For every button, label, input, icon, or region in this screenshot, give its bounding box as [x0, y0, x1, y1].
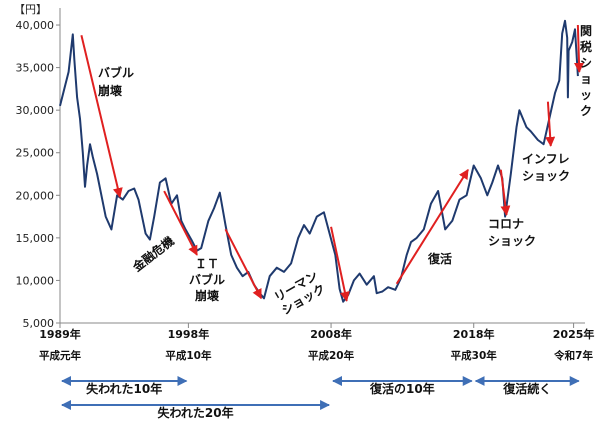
event-arrow: [574, 24, 585, 73]
y-tick-label: 5,000: [23, 317, 55, 330]
period-label: 失われた20年: [157, 405, 233, 420]
event-arrow: [499, 169, 511, 216]
x-era-label: 平成元年: [39, 349, 81, 362]
y-unit-label: 【円】: [14, 3, 47, 16]
event-arrow: [224, 228, 263, 300]
annotation-line: 崩壊: [195, 288, 220, 303]
annotation-line: ＩＴ: [195, 257, 219, 271]
annotation-line: 関: [580, 24, 592, 38]
series-lines: [59, 19, 579, 303]
x-tick-label: 1998年: [168, 327, 210, 341]
period-label: 復活の10年: [369, 381, 435, 396]
event-annotation: 復活: [427, 251, 452, 266]
annotation-line: 税: [580, 39, 592, 54]
y-axis: 5,000 10,000 15,000 20,000 25,000 30,000 35,00…: [16, 19, 60, 330]
y-tick-label: 40,000: [16, 19, 55, 32]
annotation-line: ショック: [488, 234, 536, 248]
annotation-line: インフレ: [522, 152, 570, 166]
x-era-label: 平成10年: [165, 349, 212, 362]
y-tick-label: 35,000: [16, 62, 55, 75]
annotation-line: ッ: [580, 88, 592, 102]
event-arrow: [80, 35, 123, 198]
y-tick-label: 25,000: [16, 147, 55, 160]
series-line-0: [59, 19, 579, 303]
x-era-label: 令和7年: [553, 349, 593, 362]
x-tick-label: 1989年: [39, 327, 81, 341]
annotation-line: ショック: [522, 169, 570, 183]
x-era-label: 平成20年: [308, 349, 355, 362]
annotation-line: ョ: [580, 72, 592, 86]
event-arrow: [163, 190, 198, 256]
annotation-line: 崩壊: [98, 83, 123, 98]
x-tick-label: 2025年: [553, 327, 595, 341]
annotation-line: ク: [580, 104, 592, 118]
annotation-line: 復活: [427, 251, 452, 266]
event-arrow: [545, 101, 556, 147]
x-tick-label: 2008年: [310, 327, 352, 341]
event-annotation: 金融危機: [129, 233, 177, 275]
annotation-line: バブル: [98, 65, 134, 80]
annotation-line: 金融危機: [129, 233, 177, 275]
x-era-label: 平成30年: [451, 349, 498, 362]
annotation-line: バブル: [189, 272, 225, 287]
annotation-line: シ: [580, 56, 592, 70]
event-arrow: [330, 226, 350, 302]
event-arrow: [395, 168, 469, 285]
event-arrows: [80, 24, 585, 302]
y-tick-label: 30,000: [16, 104, 55, 117]
annotation-line: コロナ: [488, 217, 524, 231]
y-tick-label: 10,000: [16, 274, 55, 287]
axes: [59, 8, 585, 324]
x-tick-label: 2018年: [453, 327, 495, 341]
y-tick-label: 20,000: [16, 189, 55, 202]
period-label: 復活続く: [502, 381, 551, 396]
y-tick-label: 15,000: [16, 232, 55, 245]
period-label: 失われた10年: [86, 381, 162, 396]
